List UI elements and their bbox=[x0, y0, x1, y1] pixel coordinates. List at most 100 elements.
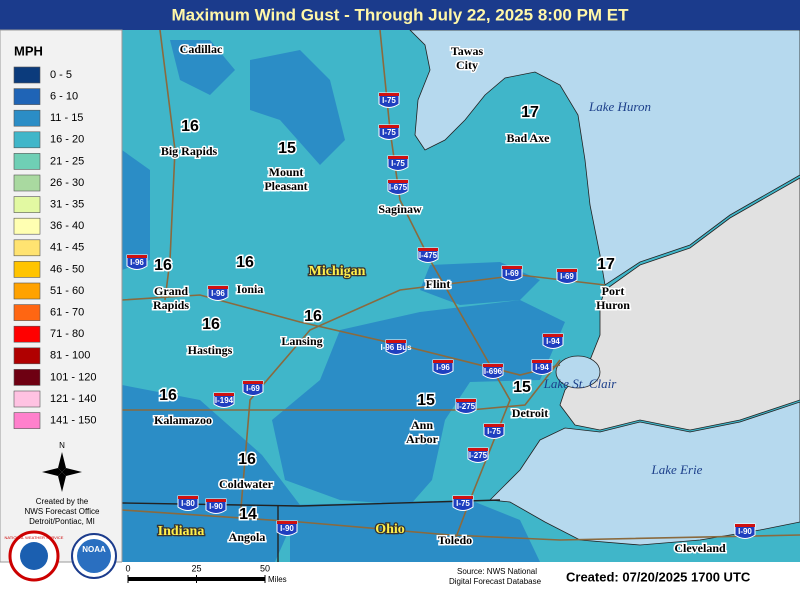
legend-label: 46 - 50 bbox=[50, 263, 84, 275]
ontario-land bbox=[559, 177, 800, 431]
shield-body bbox=[177, 495, 199, 511]
legend-label: 0 - 5 bbox=[50, 69, 72, 81]
wind-value: 15 bbox=[278, 140, 296, 157]
shield-top bbox=[178, 496, 198, 499]
city: Grand Rapids 16 bbox=[151, 256, 190, 314]
state-label: Michigan bbox=[309, 264, 366, 279]
shield-body bbox=[387, 179, 409, 195]
interstate-shield: I-275 bbox=[455, 398, 477, 414]
scale-tick-label: 25 bbox=[191, 563, 201, 573]
wind-value: 16 bbox=[238, 451, 256, 468]
legend-label: 36 - 40 bbox=[50, 220, 84, 232]
shield-label: I-90 bbox=[280, 524, 294, 533]
interstate-shield: I-96 Bus bbox=[380, 339, 412, 355]
city: Angola 14 bbox=[227, 505, 267, 546]
shield-top bbox=[277, 521, 297, 524]
legend-swatch bbox=[13, 66, 41, 84]
shield-top bbox=[484, 424, 504, 427]
legend-swatch bbox=[13, 109, 41, 127]
shield-top bbox=[379, 93, 399, 96]
noaa-logo-text: NOAA bbox=[82, 545, 106, 554]
city: Tawas City bbox=[449, 42, 485, 73]
scale-unit: Miles bbox=[268, 575, 287, 584]
legend-swatch bbox=[13, 174, 41, 192]
legend-label: 6 - 10 bbox=[50, 91, 78, 103]
legend-swatch bbox=[13, 369, 41, 386]
interstate-shield: I-194 bbox=[213, 392, 235, 408]
interstate-shield: I-80 bbox=[177, 495, 199, 511]
map-labels: Michigan Indiana Ohio Lake Huron Lake St. Cl… bbox=[126, 40, 756, 556]
legend-label: 101 - 120 bbox=[50, 371, 96, 383]
shield-label: I-475 bbox=[419, 251, 438, 260]
city: Bad Axe 17 bbox=[505, 103, 552, 147]
shield-top bbox=[735, 524, 755, 527]
legend-label: 41 - 45 bbox=[50, 242, 84, 254]
wind-value: 16 bbox=[236, 254, 254, 271]
city: Mount Pleasant 15 bbox=[263, 139, 309, 195]
shield-top bbox=[388, 156, 408, 159]
compass: N bbox=[42, 441, 82, 492]
shield-top bbox=[243, 381, 263, 384]
wind-value: 16 bbox=[202, 316, 220, 333]
shield-label: I-194 bbox=[215, 396, 234, 405]
city: Flint bbox=[424, 275, 452, 292]
lake-huron-water bbox=[409, 29, 800, 286]
shield-top bbox=[214, 393, 234, 396]
city: Hastings 16 bbox=[186, 315, 234, 359]
legend-swatch bbox=[13, 325, 41, 343]
legend-swatch bbox=[13, 131, 41, 149]
shield-body bbox=[542, 333, 564, 349]
legend-swatch bbox=[13, 196, 41, 213]
legend-label: 31 - 35 bbox=[50, 199, 84, 211]
shield-top bbox=[206, 499, 226, 502]
wind-value: 15 bbox=[417, 392, 435, 409]
interstate-shield: I-90 bbox=[205, 498, 227, 514]
city-label: Big Rapids bbox=[161, 144, 218, 158]
legend-swatch bbox=[13, 217, 41, 235]
shield-label: I-94 bbox=[546, 337, 560, 346]
city: Port Huron 17 bbox=[595, 255, 632, 314]
interstate-shield: I-69 bbox=[242, 380, 264, 396]
shield-body bbox=[378, 92, 400, 108]
wind-value: 17 bbox=[521, 104, 539, 121]
shield-body bbox=[455, 398, 477, 414]
nws-logo-text: NATIONAL WEATHER SERVICE bbox=[5, 535, 64, 540]
credit-line: Detroit/Pontiac, MI bbox=[29, 517, 95, 526]
city: Detroit 15 bbox=[510, 378, 549, 422]
interstate-shield: I-96 bbox=[432, 359, 454, 375]
legend-label: 11 - 15 bbox=[50, 112, 83, 124]
city: Cleveland bbox=[673, 539, 728, 556]
legend-swatch bbox=[13, 239, 41, 257]
shield-body bbox=[276, 520, 298, 536]
wind-value: 16 bbox=[159, 387, 177, 404]
city: Kalamazoo 16 bbox=[153, 386, 214, 429]
shield-label: I-75 bbox=[487, 427, 501, 436]
shield-top bbox=[453, 496, 473, 499]
shield-body bbox=[467, 447, 489, 463]
scale-bar: 0 25 50 Miles bbox=[125, 563, 286, 584]
legend-swatch bbox=[13, 347, 41, 365]
interstate-shield: I-90 bbox=[734, 523, 756, 539]
interstate-shield: I-696 bbox=[482, 363, 504, 379]
legend-label: 16 - 20 bbox=[50, 134, 84, 146]
city-label: Coldwater bbox=[219, 477, 274, 491]
interstate-shield: I-90 bbox=[276, 520, 298, 536]
shield-top bbox=[483, 364, 503, 367]
city-label: Detroit bbox=[512, 406, 548, 420]
shield-label: I-75 bbox=[382, 128, 396, 137]
shield-top bbox=[532, 360, 552, 363]
interstate-shield: I-96 bbox=[126, 254, 148, 270]
wind-value: 16 bbox=[304, 308, 322, 325]
interstate-shield: I-75 bbox=[378, 124, 400, 140]
shield-body bbox=[501, 265, 523, 281]
wind-value: 16 bbox=[154, 257, 172, 274]
shield-body bbox=[242, 380, 264, 396]
city-label: Saginaw bbox=[378, 202, 422, 216]
interstate-shield: I-75 bbox=[387, 155, 409, 171]
nws-logo: NATIONAL WEATHER SERVICE bbox=[5, 530, 64, 582]
shield-label: I-69 bbox=[560, 272, 574, 281]
legend-unit: MPH bbox=[14, 43, 43, 58]
city: Toledo bbox=[436, 531, 473, 548]
shield-label: I-75 bbox=[382, 96, 396, 105]
city: Lansing 16 bbox=[280, 307, 324, 350]
